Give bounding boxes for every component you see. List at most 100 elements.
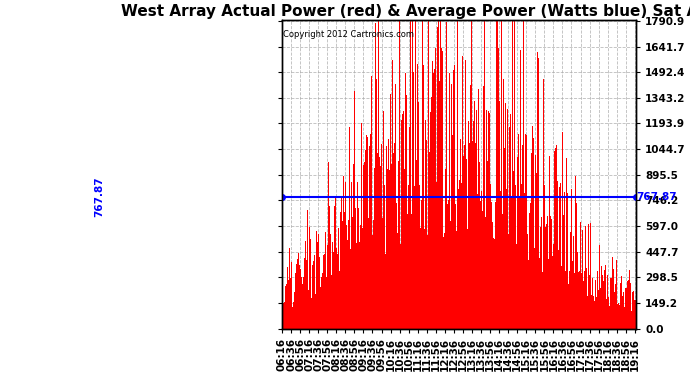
Bar — [293, 302, 294, 328]
Bar — [533, 138, 534, 328]
Bar — [402, 114, 403, 328]
Bar — [502, 214, 503, 328]
Bar — [348, 220, 349, 328]
Bar — [354, 90, 355, 328]
Bar — [398, 161, 399, 328]
Bar — [476, 110, 477, 328]
Bar — [362, 228, 363, 328]
Bar — [513, 171, 514, 328]
Bar — [584, 226, 586, 328]
Bar — [403, 111, 404, 328]
Bar — [399, 16, 400, 328]
Bar — [326, 277, 327, 328]
Bar — [360, 225, 361, 328]
Bar — [562, 132, 563, 328]
Bar — [315, 294, 316, 328]
Bar — [571, 189, 572, 328]
Bar — [609, 306, 610, 328]
Bar — [595, 280, 596, 328]
Bar — [616, 260, 617, 328]
Bar — [604, 298, 605, 328]
Bar — [442, 10, 444, 328]
Bar — [417, 64, 418, 328]
Bar — [497, 48, 499, 328]
Bar — [547, 204, 549, 328]
Bar — [460, 139, 461, 328]
Bar — [613, 294, 615, 328]
Bar — [424, 229, 426, 328]
Bar — [470, 86, 471, 328]
Bar — [384, 184, 385, 328]
Bar — [531, 153, 532, 328]
Bar — [586, 268, 587, 328]
Bar — [499, 102, 500, 328]
Bar — [600, 288, 601, 328]
Bar — [282, 298, 284, 328]
Bar — [567, 194, 569, 328]
Bar — [428, 0, 429, 328]
Bar — [514, 0, 515, 328]
Bar — [336, 248, 337, 328]
Bar — [532, 126, 533, 328]
Bar — [593, 301, 595, 328]
Bar — [384, 254, 386, 328]
Bar — [569, 271, 570, 328]
Bar — [581, 273, 582, 328]
Bar — [566, 247, 567, 328]
Bar — [570, 232, 571, 328]
Bar — [311, 298, 313, 328]
Bar — [596, 297, 598, 328]
Bar — [387, 169, 388, 328]
Bar — [357, 226, 358, 328]
Bar — [308, 227, 310, 328]
Bar — [306, 260, 307, 328]
Bar — [307, 210, 308, 328]
Bar — [420, 228, 421, 328]
Bar — [320, 287, 322, 328]
Bar — [436, 182, 437, 328]
Bar — [558, 250, 560, 328]
Bar — [303, 277, 304, 328]
Bar — [378, 21, 380, 328]
Bar — [406, 95, 407, 328]
Bar — [423, 65, 424, 328]
Bar — [487, 161, 488, 328]
Bar — [526, 234, 528, 328]
Bar — [335, 198, 336, 328]
Bar — [535, 172, 537, 328]
Bar — [598, 290, 599, 328]
Bar — [474, 102, 475, 328]
Bar — [392, 60, 393, 328]
Bar — [302, 284, 304, 328]
Bar — [601, 266, 602, 328]
Bar — [438, 0, 439, 328]
Bar — [317, 234, 319, 328]
Bar — [564, 271, 566, 328]
Bar — [590, 223, 591, 328]
Bar — [515, 184, 516, 328]
Bar — [542, 272, 543, 328]
Bar — [518, 134, 519, 328]
Bar — [440, 0, 441, 328]
Bar — [575, 271, 576, 328]
Bar — [458, 189, 459, 328]
Bar — [508, 234, 509, 328]
Bar — [563, 215, 564, 328]
Bar — [541, 217, 542, 328]
Bar — [552, 256, 553, 328]
Bar — [366, 74, 368, 328]
Bar — [299, 269, 301, 328]
Bar — [625, 288, 627, 328]
Bar — [429, 152, 430, 328]
Bar — [543, 79, 544, 328]
Bar — [324, 255, 325, 328]
Bar — [519, 128, 520, 328]
Bar — [381, 144, 382, 328]
Bar — [316, 231, 317, 328]
Bar — [408, 185, 409, 328]
Bar — [549, 156, 550, 328]
Bar — [630, 283, 631, 328]
Bar — [634, 300, 635, 328]
Bar — [537, 52, 538, 328]
Bar — [421, 200, 422, 328]
